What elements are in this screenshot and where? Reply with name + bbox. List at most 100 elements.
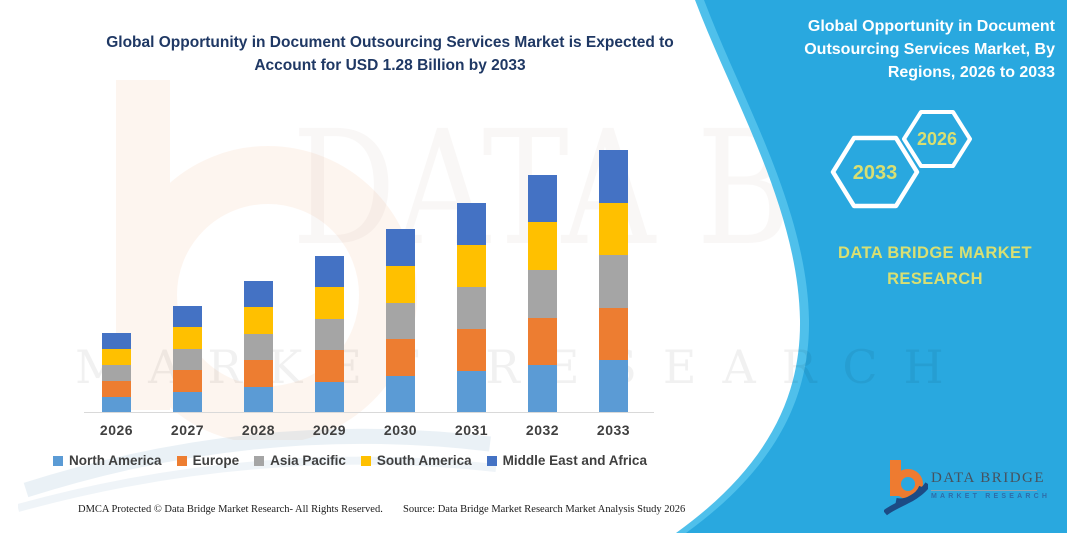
bar-segment xyxy=(173,306,202,328)
legend-swatch-icon xyxy=(486,455,497,466)
x-axis-label: 2027 xyxy=(170,422,205,438)
legend-label: Middle East and Africa xyxy=(502,453,647,468)
brand-text: DATA BRIDGE MARKET RESEARCH xyxy=(838,244,1032,288)
side-panel-shape-main xyxy=(686,0,1067,533)
footer-dmca-text: DMCA Protected © Data Bridge Market Rese… xyxy=(78,504,383,515)
x-axis-line xyxy=(84,412,654,413)
bar-segment xyxy=(315,350,344,382)
bar-segment xyxy=(244,333,273,360)
bar-segment xyxy=(528,222,557,270)
bar-segment xyxy=(457,328,486,371)
bar-stack-2030 xyxy=(386,145,415,413)
bar-segment xyxy=(173,391,202,413)
side-panel-title: Global Opportunity in Document Outsourci… xyxy=(804,18,1055,81)
bar-stack-2027 xyxy=(173,145,202,413)
legend-label: Asia Pacific xyxy=(270,453,346,468)
x-axis-label: 2029 xyxy=(312,422,347,438)
bar-segment xyxy=(244,280,273,307)
bar-segment xyxy=(315,256,344,288)
bar-column-2031: 2031 xyxy=(436,145,507,438)
legend-swatch-icon xyxy=(360,455,371,466)
x-axis-label: 2031 xyxy=(454,422,489,438)
bar-segment xyxy=(528,317,557,366)
bar-segment xyxy=(102,333,131,349)
bar-segment xyxy=(386,339,415,377)
bar-segment xyxy=(386,265,415,303)
bar-segment xyxy=(315,381,344,413)
chart-title-line2: Account for USD 1.28 Billion by 2033 xyxy=(254,57,526,74)
bar-segment xyxy=(244,386,273,413)
bar-column-2027: 2027 xyxy=(152,145,223,438)
bar-stack-2029 xyxy=(315,145,344,413)
legend-label: North America xyxy=(69,453,162,468)
legend-item: South America xyxy=(360,453,472,468)
x-axis-label: 2030 xyxy=(383,422,418,438)
bar-chart-plot-area: 2026 2027 2028 2029 2030 2031 2032 2033 xyxy=(81,145,649,438)
legend-item: North America xyxy=(53,453,162,468)
legend-item: Europe xyxy=(176,453,240,468)
hexagon-2026-icon xyxy=(902,110,972,168)
bar-stack-2032 xyxy=(528,145,557,413)
bar-segment xyxy=(457,202,486,245)
bar-segment xyxy=(457,286,486,329)
bar-segment xyxy=(599,150,628,203)
bar-column-2032: 2032 xyxy=(507,145,578,438)
legend-item: Middle East and Africa xyxy=(486,453,647,468)
chart-title-line1: Global Opportunity in Document Outsourci… xyxy=(106,34,674,51)
bar-segment xyxy=(102,349,131,365)
bar-column-2029: 2029 xyxy=(294,145,365,438)
footer-source-text: Source: Data Bridge Market Research Mark… xyxy=(403,504,686,515)
bar-column-2030: 2030 xyxy=(365,145,436,438)
x-axis-label: 2033 xyxy=(596,422,631,438)
logo-subtitle: MARKET RESEARCH xyxy=(931,493,1051,500)
bar-segment xyxy=(599,307,628,361)
bar-stack-2028 xyxy=(244,145,273,413)
bar-segment xyxy=(528,174,557,223)
legend-swatch-icon xyxy=(176,455,187,466)
hexagon-2033-label: 2033 xyxy=(853,162,898,184)
bar-segment xyxy=(315,318,344,351)
bar-stack-2026 xyxy=(102,145,131,413)
bar-segment xyxy=(528,269,557,318)
chart-legend: North America Europe Asia Pacific South Ame… xyxy=(10,453,690,468)
bar-stack-2033 xyxy=(599,145,628,413)
bar-segment xyxy=(102,381,131,397)
bar-segment xyxy=(244,307,273,334)
logo-divider xyxy=(931,490,1037,491)
legend-item: Asia Pacific xyxy=(254,453,346,468)
bar-segment xyxy=(599,360,628,413)
chart-title: Global Opportunity in Document Outsourci… xyxy=(45,31,735,77)
legend-label: South America xyxy=(376,453,472,468)
legend-label: Europe xyxy=(192,453,240,468)
bar-column-2028: 2028 xyxy=(223,145,294,438)
hexagon-2033-icon xyxy=(830,135,920,209)
x-axis-label: 2028 xyxy=(241,422,276,438)
bar-segment xyxy=(457,244,486,287)
hexagon-2026-label: 2026 xyxy=(917,129,957,149)
bar-segment xyxy=(599,202,628,256)
x-axis-label: 2026 xyxy=(99,422,134,438)
bar-segment xyxy=(599,255,628,308)
bar-segment xyxy=(102,397,131,413)
bar-segment xyxy=(386,302,415,340)
bar-segment xyxy=(386,376,415,413)
bar-segment xyxy=(528,365,557,413)
legend-swatch-icon xyxy=(254,455,265,466)
bar-segment xyxy=(173,327,202,349)
bar-segment xyxy=(173,370,202,392)
bar-segment xyxy=(173,348,202,371)
bar-segment xyxy=(457,370,486,413)
bar-segment xyxy=(102,365,131,381)
bar-segment xyxy=(244,360,273,387)
x-axis-label: 2032 xyxy=(525,422,560,438)
bar-column-2033: 2033 xyxy=(578,145,649,438)
logo-wordmark: DATA BRIDGE xyxy=(931,470,1046,486)
bar-column-2026: 2026 xyxy=(81,145,152,438)
legend-swatch-icon xyxy=(53,455,64,466)
bar-segment xyxy=(315,287,344,319)
bar-stack-2031 xyxy=(457,145,486,413)
data-bridge-logo-icon xyxy=(884,460,928,516)
hexagon-badges: 2033 2026 xyxy=(830,110,972,209)
